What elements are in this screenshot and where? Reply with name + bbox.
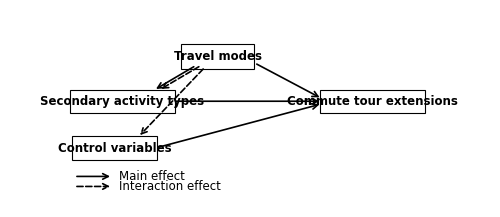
Text: Interaction effect: Interaction effect: [118, 180, 220, 193]
FancyBboxPatch shape: [180, 44, 254, 69]
Text: Control variables: Control variables: [58, 141, 172, 155]
FancyBboxPatch shape: [70, 90, 175, 113]
Text: Travel modes: Travel modes: [174, 50, 262, 63]
FancyBboxPatch shape: [320, 90, 425, 113]
FancyBboxPatch shape: [72, 136, 158, 160]
Text: Secondary activity types: Secondary activity types: [40, 95, 204, 108]
Text: Main effect: Main effect: [118, 170, 184, 183]
Text: Commute tour extensions: Commute tour extensions: [287, 95, 458, 108]
